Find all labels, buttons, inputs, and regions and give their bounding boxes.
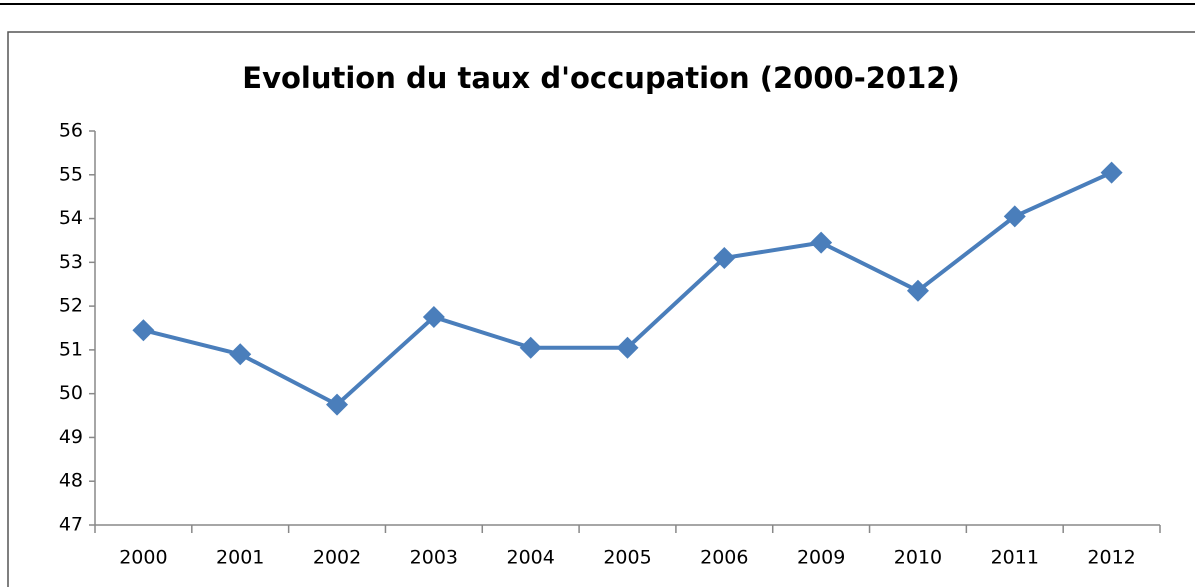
data-marker [713, 246, 736, 269]
x-tick-label: 2006 [700, 547, 748, 569]
y-tick-label: 52 [59, 295, 83, 317]
y-tick-label: 48 [59, 470, 83, 492]
x-tick-label: 2010 [894, 547, 942, 569]
data-marker [132, 319, 155, 342]
x-tick-label: 2001 [216, 547, 264, 569]
y-tick-label: 49 [59, 426, 83, 448]
y-tick-label: 47 [59, 514, 83, 536]
data-marker [229, 343, 252, 366]
data-marker [616, 336, 639, 359]
y-tick-label: 50 [59, 382, 83, 404]
y-tick-label: 56 [59, 120, 83, 142]
x-tick-label: 2003 [410, 547, 458, 569]
data-marker [1100, 161, 1123, 184]
y-tick-label: 51 [59, 338, 83, 360]
y-tick-label: 55 [59, 163, 83, 185]
y-tick-label: 54 [59, 207, 83, 229]
y-tick-label: 53 [59, 251, 83, 273]
x-tick-label: 2002 [313, 547, 361, 569]
data-marker [519, 336, 542, 359]
chart-title: Evolution du taux d'occupation (2000-201… [242, 61, 959, 95]
x-tick-label: 2012 [1087, 547, 1135, 569]
chart-frame [7, 31, 1195, 587]
x-tick-label: 2005 [603, 547, 651, 569]
data-marker [906, 279, 929, 302]
data-marker [326, 393, 349, 416]
x-tick-label: 2009 [797, 547, 845, 569]
x-tick-label: 2000 [119, 547, 167, 569]
x-tick-label: 2011 [991, 547, 1039, 569]
data-marker [422, 306, 445, 329]
data-marker [810, 231, 833, 254]
x-tick-label: 2004 [507, 547, 555, 569]
data-marker [1003, 205, 1026, 228]
